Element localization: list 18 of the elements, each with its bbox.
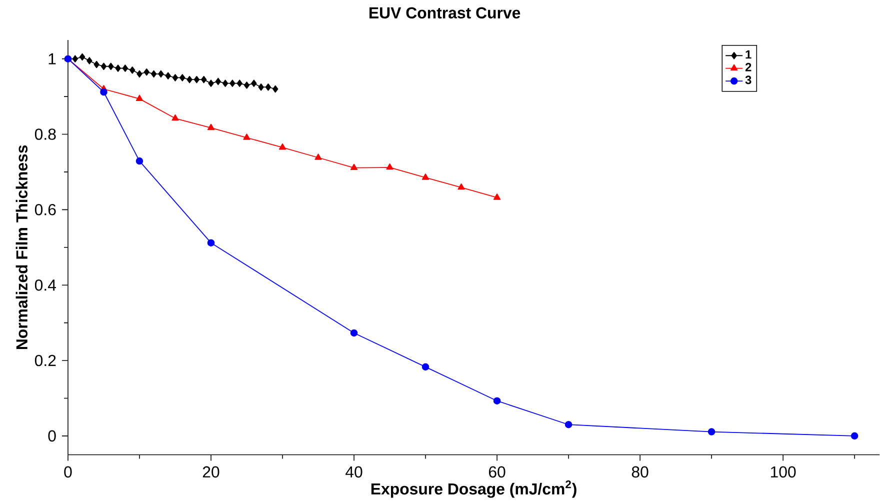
chart-title: EUV Contrast Curve	[369, 7, 520, 18]
x-tick-label: 0	[64, 466, 72, 478]
y-tick-label: 0.6	[34, 204, 56, 216]
x-tick-label: 80	[632, 466, 648, 478]
y-tick-label: 1	[48, 53, 56, 64]
y-tick-label: 0.8	[34, 128, 56, 140]
y-tick-label: 0.2	[34, 354, 56, 366]
x-tick-label: 40	[346, 466, 362, 478]
legend-label: 1	[746, 50, 752, 58]
legend-label: 3	[745, 76, 752, 84]
x-axis-title: Exposure Dosage (mJ/cm$^{2}$)	[371, 480, 576, 498]
x-tick-label: 20	[202, 466, 220, 478]
x-tick-label: 60	[488, 466, 506, 478]
y-tick-label: 0.4	[34, 279, 56, 291]
legend-label: 2	[745, 62, 752, 72]
x-tick-label: 100	[770, 466, 796, 478]
y-tick-label: 0	[48, 430, 56, 442]
y-axis-title: Normalized Film Thickness	[16, 145, 28, 349]
